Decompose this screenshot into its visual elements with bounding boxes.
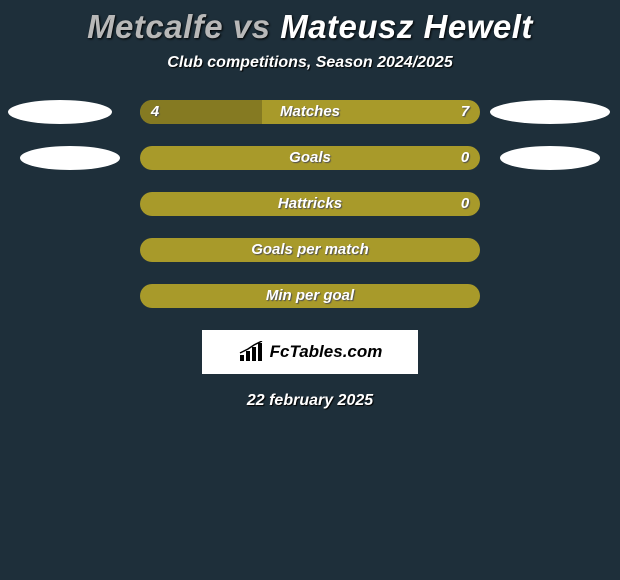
right-ellipse bbox=[500, 146, 600, 170]
date-line: 22 february 2025 bbox=[0, 392, 620, 410]
stat-label: Hattricks bbox=[140, 192, 480, 216]
player2-name: Mateusz Hewelt bbox=[280, 8, 533, 45]
bar-chart-icon bbox=[238, 341, 264, 363]
stat-bar: 0Goals bbox=[140, 146, 480, 170]
title: Metcalfe vs Mateusz Hewelt bbox=[0, 0, 620, 46]
subtitle: Club competitions, Season 2024/2025 bbox=[0, 54, 620, 72]
left-ellipse bbox=[20, 146, 120, 170]
stat-row: 47Matches bbox=[0, 100, 620, 124]
stat-row: Min per goal bbox=[0, 284, 620, 308]
stat-bar: Goals per match bbox=[140, 238, 480, 262]
stat-bar: 0Hattricks bbox=[140, 192, 480, 216]
stat-bar: 47Matches bbox=[140, 100, 480, 124]
vs-label: vs bbox=[233, 8, 271, 45]
comparison-infographic: Metcalfe vs Mateusz Hewelt Club competit… bbox=[0, 0, 620, 580]
logo-text: FcTables.com bbox=[270, 342, 383, 362]
stat-row: Goals per match bbox=[0, 238, 620, 262]
stat-label: Goals per match bbox=[140, 238, 480, 262]
stat-row: 0Hattricks bbox=[0, 192, 620, 216]
stat-label: Goals bbox=[140, 146, 480, 170]
player1-name: Metcalfe bbox=[87, 8, 223, 45]
left-ellipse bbox=[8, 100, 112, 124]
stat-bar: Min per goal bbox=[140, 284, 480, 308]
stat-rows: 47Matches 0Goals 0Hattricks Goals per match… bbox=[0, 100, 620, 308]
right-ellipse bbox=[490, 100, 610, 124]
stat-row: 0Goals bbox=[0, 146, 620, 170]
logo-box: FcTables.com bbox=[202, 330, 418, 374]
stat-label: Matches bbox=[140, 100, 480, 124]
stat-label: Min per goal bbox=[140, 284, 480, 308]
